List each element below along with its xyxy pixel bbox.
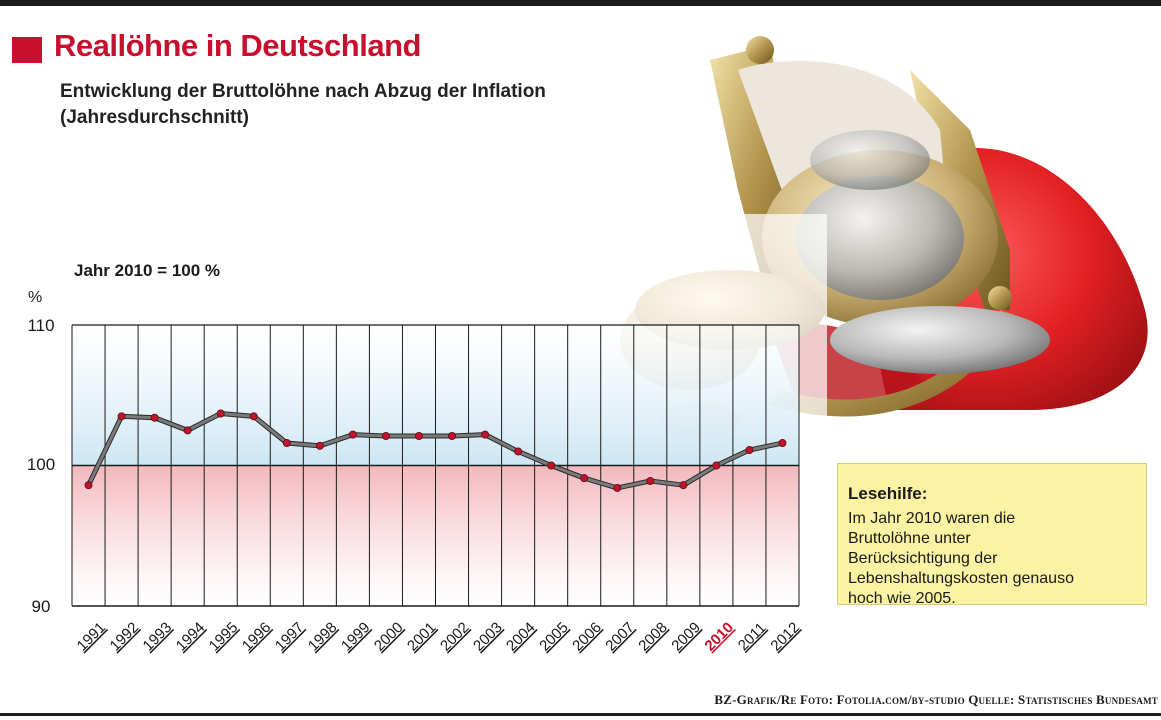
- data-point-2009: [679, 481, 688, 490]
- x-tick-label-2004: 2004: [503, 619, 539, 655]
- data-point-2008: [646, 476, 655, 485]
- x-tick-label-2010: 2010: [701, 619, 737, 655]
- data-point-1997: [282, 439, 291, 448]
- y-axis-unit: %: [28, 289, 43, 306]
- data-point-2003: [481, 430, 490, 439]
- x-tick-label-1995: 1995: [206, 619, 242, 655]
- x-tick-label-1998: 1998: [305, 619, 341, 655]
- x-tick-label-2002: 2002: [437, 619, 473, 655]
- x-tick-label-1996: 1996: [239, 619, 275, 655]
- data-point-1995: [216, 409, 225, 418]
- bottom-rule: [0, 713, 1161, 716]
- x-tick-label-1992: 1992: [107, 619, 143, 655]
- data-point-2002: [448, 431, 457, 440]
- x-tick-label-2012: 2012: [767, 619, 803, 655]
- series-line: [87, 412, 783, 490]
- data-point-2005: [547, 461, 556, 470]
- x-tick-label-2008: 2008: [635, 619, 671, 655]
- data-point-2007: [613, 483, 622, 492]
- title-marker: [12, 37, 42, 63]
- y-tick-label-90: 90: [31, 597, 51, 616]
- x-tick-label-1991: 1991: [74, 619, 110, 655]
- data-point-1992: [117, 412, 126, 421]
- x-tick-label-1993: 1993: [140, 619, 176, 655]
- data-point-1994: [183, 426, 192, 435]
- x-tick-label-2005: 2005: [536, 619, 572, 655]
- x-tick-label-2009: 2009: [668, 619, 704, 655]
- data-point-2004: [514, 447, 523, 456]
- x-tick-label-2011: 2011: [735, 619, 770, 654]
- reading-aid-text: Im Jahr 2010 waren die Bruttolöhne unter…: [848, 510, 1074, 607]
- data-point-1999: [348, 430, 357, 439]
- data-point-2012: [778, 439, 787, 448]
- chart-title: Reallöhne in Deutschland: [54, 28, 421, 63]
- x-tick-label-1997: 1997: [272, 619, 308, 655]
- data-point-2010: [712, 461, 721, 470]
- data-point-1993: [150, 413, 159, 422]
- source-credits: BZ-Grafik/Re Foto: Fotolia.com/by-studio…: [714, 692, 1158, 707]
- data-point-2011: [745, 446, 754, 455]
- reading-aid-box: Lesehilfe: Im Jahr 2010 waren die Brutto…: [837, 463, 1147, 607]
- x-tick-label-2006: 2006: [569, 619, 605, 655]
- x-tick-label-2001: 2001: [404, 619, 440, 655]
- chart-subtitle: Entwicklung der Bruttolöhne nach Abzug d…: [60, 81, 546, 128]
- y-tick-label-100: 100: [26, 455, 56, 474]
- x-tick-label-2000: 2000: [371, 619, 407, 655]
- data-point-2000: [381, 431, 390, 440]
- data-point-2006: [580, 474, 589, 483]
- x-tick-label-1999: 1999: [338, 619, 374, 655]
- data-point-1998: [315, 441, 324, 450]
- data-point-1991: [84, 481, 93, 490]
- x-tick-label-2003: 2003: [470, 619, 506, 655]
- top-rule: [0, 0, 1161, 6]
- x-tick-label-1994: 1994: [173, 619, 209, 655]
- reading-aid-heading: Lesehilfe:: [848, 484, 928, 503]
- data-point-1996: [249, 412, 258, 421]
- y-tick-label-110: 110: [27, 316, 55, 335]
- x-tick-label-2007: 2007: [602, 619, 638, 655]
- index-basis-label: Jahr 2010 = 100 %: [74, 261, 221, 280]
- data-point-2001: [414, 431, 423, 440]
